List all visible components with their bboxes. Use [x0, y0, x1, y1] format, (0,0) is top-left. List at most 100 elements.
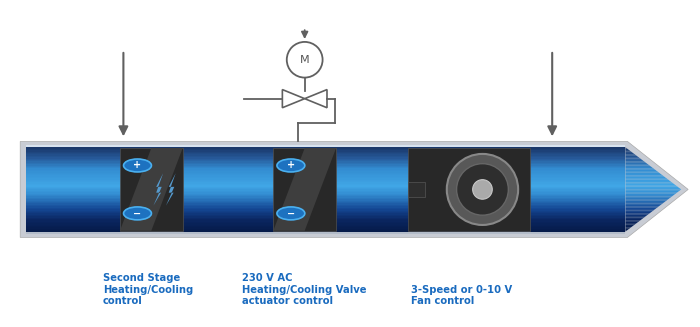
- Polygon shape: [26, 178, 625, 180]
- Polygon shape: [166, 173, 176, 206]
- Polygon shape: [26, 230, 625, 232]
- Polygon shape: [26, 199, 625, 201]
- Polygon shape: [625, 205, 661, 206]
- Polygon shape: [120, 148, 183, 231]
- Polygon shape: [26, 145, 625, 147]
- Text: −: −: [287, 208, 295, 218]
- Text: M: M: [300, 55, 309, 65]
- Polygon shape: [26, 147, 625, 149]
- Polygon shape: [26, 175, 625, 177]
- Circle shape: [123, 207, 151, 220]
- Polygon shape: [304, 90, 327, 108]
- Polygon shape: [26, 191, 625, 192]
- Polygon shape: [26, 153, 625, 154]
- Polygon shape: [625, 184, 676, 185]
- Polygon shape: [625, 195, 673, 197]
- Text: 230 V AC
Heating/Cooling Valve
actuator control: 230 V AC Heating/Cooling Valve actuator …: [242, 273, 367, 306]
- Polygon shape: [26, 151, 625, 153]
- Polygon shape: [26, 167, 625, 168]
- Polygon shape: [625, 201, 666, 202]
- Polygon shape: [26, 195, 625, 197]
- Polygon shape: [625, 202, 664, 203]
- Polygon shape: [26, 150, 625, 151]
- Polygon shape: [26, 226, 625, 227]
- Polygon shape: [26, 192, 625, 194]
- Polygon shape: [26, 189, 625, 191]
- Polygon shape: [26, 164, 625, 165]
- Text: +: +: [287, 161, 295, 170]
- Polygon shape: [625, 170, 657, 171]
- Polygon shape: [625, 189, 681, 191]
- Polygon shape: [625, 208, 657, 209]
- Polygon shape: [625, 211, 653, 212]
- Polygon shape: [407, 148, 529, 231]
- Polygon shape: [26, 197, 625, 198]
- Polygon shape: [26, 159, 625, 160]
- Polygon shape: [625, 180, 670, 181]
- Polygon shape: [625, 197, 672, 198]
- Polygon shape: [26, 227, 625, 229]
- Ellipse shape: [287, 42, 323, 77]
- Polygon shape: [26, 185, 625, 187]
- Circle shape: [277, 207, 304, 220]
- Polygon shape: [625, 209, 655, 211]
- Polygon shape: [625, 161, 646, 163]
- Polygon shape: [625, 229, 629, 230]
- Polygon shape: [625, 168, 655, 170]
- Polygon shape: [625, 212, 652, 213]
- Polygon shape: [26, 225, 625, 226]
- Polygon shape: [625, 213, 650, 215]
- Polygon shape: [26, 209, 625, 211]
- Polygon shape: [26, 154, 625, 156]
- Polygon shape: [26, 157, 625, 159]
- Polygon shape: [26, 217, 625, 219]
- Polygon shape: [625, 217, 644, 219]
- Polygon shape: [625, 198, 670, 199]
- Polygon shape: [26, 184, 625, 185]
- Polygon shape: [625, 225, 635, 226]
- Text: +: +: [134, 161, 141, 170]
- Polygon shape: [625, 206, 659, 208]
- Polygon shape: [26, 181, 625, 182]
- Polygon shape: [26, 202, 625, 203]
- Polygon shape: [26, 177, 625, 178]
- Polygon shape: [625, 227, 631, 229]
- Polygon shape: [625, 192, 678, 194]
- Polygon shape: [625, 219, 642, 220]
- Polygon shape: [26, 223, 625, 225]
- Polygon shape: [153, 173, 163, 206]
- Text: Second Stage
Heating/Cooling
control: Second Stage Heating/Cooling control: [103, 273, 193, 306]
- Polygon shape: [625, 178, 668, 180]
- Polygon shape: [273, 148, 336, 231]
- Polygon shape: [26, 180, 625, 181]
- Polygon shape: [26, 198, 625, 199]
- Polygon shape: [26, 171, 625, 173]
- Polygon shape: [625, 185, 678, 187]
- Polygon shape: [26, 201, 625, 202]
- Polygon shape: [26, 174, 625, 175]
- Polygon shape: [26, 215, 625, 216]
- Polygon shape: [625, 182, 673, 184]
- Polygon shape: [26, 170, 625, 171]
- Polygon shape: [20, 142, 688, 237]
- Polygon shape: [625, 167, 653, 168]
- Polygon shape: [625, 199, 668, 201]
- Polygon shape: [26, 205, 625, 206]
- Polygon shape: [26, 222, 625, 223]
- Polygon shape: [26, 229, 625, 230]
- Polygon shape: [407, 182, 425, 197]
- Polygon shape: [625, 173, 661, 174]
- Circle shape: [277, 159, 304, 172]
- Ellipse shape: [456, 164, 508, 215]
- Polygon shape: [625, 171, 659, 173]
- Polygon shape: [625, 188, 681, 189]
- Polygon shape: [625, 181, 672, 182]
- Polygon shape: [26, 232, 625, 234]
- Polygon shape: [26, 216, 625, 217]
- Polygon shape: [26, 213, 625, 215]
- Polygon shape: [26, 219, 625, 220]
- Polygon shape: [625, 222, 638, 223]
- Polygon shape: [625, 163, 648, 164]
- Polygon shape: [26, 163, 625, 164]
- Polygon shape: [26, 194, 625, 195]
